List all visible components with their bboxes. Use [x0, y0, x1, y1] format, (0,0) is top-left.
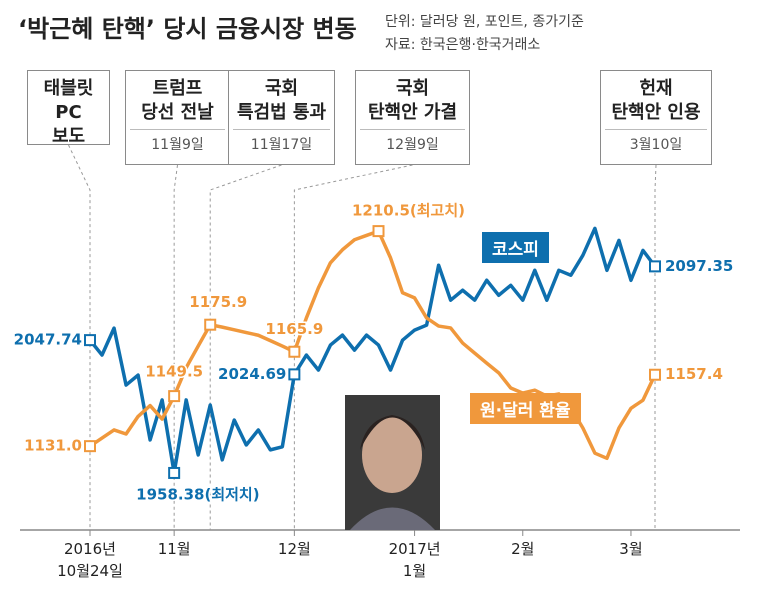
legend-entry: 원·달러 환율 [470, 393, 581, 424]
subtitle: 자료: 한국은행·한국거래소 [385, 37, 540, 53]
x-tick-label: 2월 [511, 540, 535, 558]
point-marker [649, 368, 661, 381]
line-series [88, 226, 657, 475]
value-label: 2047.74 [14, 331, 82, 349]
point-marker [288, 345, 301, 358]
event-leader [173, 164, 178, 530]
event-date: 11월9일 [130, 129, 225, 154]
event-box: 태블릿PC 보도 [27, 70, 110, 147]
event-leader [293, 164, 413, 530]
chart-title: ‘박근혜 탄핵’ 당시 금융시장 변동 [18, 15, 357, 43]
event-box: 헌재 탄핵안 인용 3월10일 [600, 70, 712, 165]
photo [345, 395, 440, 530]
x-tick-label: 3월 [619, 540, 643, 558]
point-marker [84, 334, 96, 347]
point-marker [168, 466, 181, 479]
event-label: 트럼프 당선 전날 [141, 78, 214, 123]
value-label: 1210.5(최고치) [352, 202, 465, 220]
event-label: 국회 특검법 통과 [236, 78, 327, 123]
event-date: 11월17일 [233, 129, 330, 154]
point-marker [649, 260, 661, 273]
value-label: 1175.9 [189, 293, 247, 311]
event-leader [654, 164, 657, 530]
event-label: 국회 탄핵안 가결 [367, 78, 458, 123]
value-label: 2024.69 [218, 365, 286, 383]
event-date: 12월9일 [360, 129, 465, 154]
point-marker [84, 440, 96, 453]
event-box: 국회 탄핵안 가결 12월9일 [355, 70, 470, 165]
event-box: 국회 특검법 통과 11월17일 [228, 70, 335, 165]
legend-entry: 코스피 [482, 232, 549, 263]
value-label: 2097.35 [665, 257, 733, 275]
value-label: 1165.9 [265, 320, 323, 338]
subtitle: 단위: 달러당 원, 포인트, 종가기준 [385, 14, 584, 30]
point-marker [168, 390, 181, 403]
x-tick-label: 12월 [277, 540, 311, 558]
event-date: 3월10일 [605, 129, 707, 154]
event-leader [209, 164, 282, 530]
x-tick-label: 2017년 1월 [388, 540, 441, 580]
event-leader [68, 144, 91, 530]
event-box: 트럼프 당선 전날 11월9일 [125, 70, 230, 165]
x-tick-label: 11월 [157, 540, 191, 558]
point-marker [372, 225, 385, 238]
value-label: 1958.38(최저치) [136, 485, 259, 503]
event-label: 태블릿PC 보도 [43, 78, 94, 147]
event-label: 헌재 탄핵안 인용 [611, 78, 701, 123]
value-label: 1131.0 [24, 437, 82, 455]
point-marker [288, 368, 301, 381]
value-label: 1149.5 [145, 363, 203, 381]
x-tick-label: 2016년 10월24일 [57, 540, 123, 580]
point-marker [204, 318, 217, 331]
value-label: 1157.4 [665, 365, 723, 383]
